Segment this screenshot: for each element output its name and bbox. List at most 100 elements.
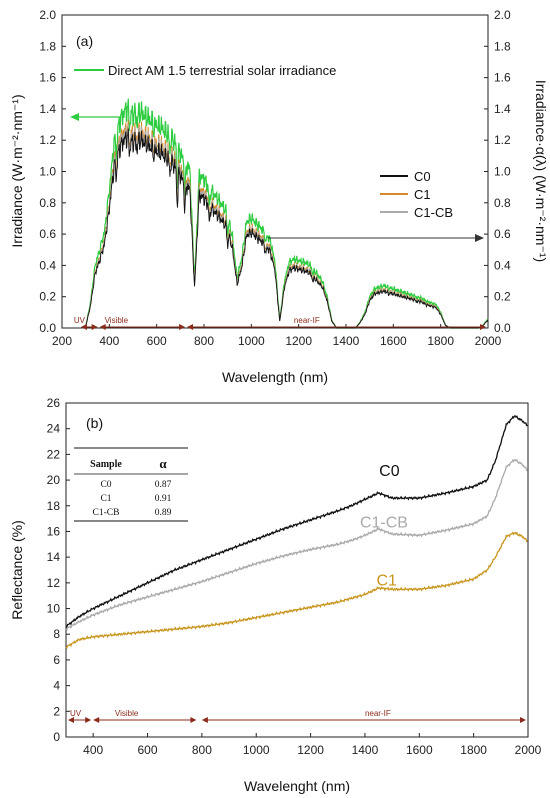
x-tick-label: 1200 <box>297 743 324 757</box>
region-label: Visible <box>105 316 129 325</box>
panel-a-right-arrow <box>268 234 484 242</box>
y-tick-label-left: 0.0 <box>39 321 56 335</box>
y-tick-label-left: 0.8 <box>39 196 56 210</box>
region-label: near-IF <box>294 316 320 325</box>
legend-text-c1-cb: C1-CB <box>414 205 453 220</box>
y-tick-label-left: 1.4 <box>39 102 56 116</box>
series-line-c0 <box>65 415 528 629</box>
region-label: UV <box>70 709 82 718</box>
y-tick-label: 20 <box>47 473 61 487</box>
y-tick-label-left: 0.2 <box>39 290 56 304</box>
alpha-table: Sample α C0 0.87 C1 0.91 C1-CB 0.89 <box>74 447 188 522</box>
region-arrow-right <box>480 324 486 330</box>
y-tick-label-right: 0.4 <box>494 258 511 272</box>
x-tick-label: 400 <box>83 743 103 757</box>
region-arrow-right <box>179 324 186 330</box>
y-tick-label: 10 <box>47 602 61 616</box>
region-arrow-left <box>68 717 74 723</box>
y-tick-label-left: 1.2 <box>39 133 56 147</box>
y-tick-label-left: 1.8 <box>39 39 56 53</box>
region-arrow-right <box>91 324 98 330</box>
table-header-alpha: α <box>159 456 167 471</box>
x-tick-label: 400 <box>99 334 119 348</box>
series-label-c1-cb: C1-CB <box>360 515 408 532</box>
y-tick-label: 14 <box>47 550 61 564</box>
x-tick-label: 1800 <box>460 743 487 757</box>
region-arrow-left <box>93 717 100 723</box>
region-arrow-right <box>190 717 197 723</box>
x-tick-label: 600 <box>138 743 158 757</box>
y-tick-label: 12 <box>47 576 61 590</box>
x-tick-label: 1600 <box>406 743 433 757</box>
panel-b-series <box>65 415 528 649</box>
x-tick-label: 1400 <box>333 334 360 348</box>
x-tick-label: 2000 <box>515 743 542 757</box>
y-tick-label-left: 2.0 <box>39 8 56 22</box>
x-tick-label: 1200 <box>285 334 312 348</box>
table-cell-alpha-0: 0.87 <box>155 480 172 490</box>
panel-a-series <box>80 98 489 329</box>
y-tick-label: 16 <box>47 524 61 538</box>
y-tick-label-right: 1.8 <box>494 39 511 53</box>
x-tick-label: 1600 <box>380 334 407 348</box>
region-label: near-IF <box>365 709 391 718</box>
table-cell-sample-2: C1-CB <box>93 508 120 518</box>
table-cell-alpha-1: 0.91 <box>155 494 172 504</box>
x-tick-label: 800 <box>192 743 212 757</box>
table-cell-alpha-2: 0.89 <box>155 508 172 518</box>
panel-b-regions: UV Visible near-IF <box>68 709 526 723</box>
y-tick-label: 4 <box>53 679 60 693</box>
panel-a-y-ticks-left: 0.0 0.2 0.4 0.6 0.8 1.0 1.2 1.4 1.6 1.8 2.0 <box>39 8 66 335</box>
series-line-c1-cb <box>80 123 489 329</box>
region-arrow-left <box>99 324 106 330</box>
legend-text-c0: C0 <box>414 169 431 184</box>
panel-a-x-label: Wavelength (nm) <box>222 369 328 385</box>
x-tick-label: 1800 <box>427 334 454 348</box>
panel-b: 400 600 800 1000 1200 1400 1600 1800 2000 024681… <box>9 396 542 794</box>
y-tick-label: 26 <box>47 396 61 410</box>
y-tick-label-right: 2.0 <box>494 8 511 22</box>
y-tick-label-right: 0.0 <box>494 321 511 335</box>
x-tick-label: 1400 <box>352 743 379 757</box>
y-tick-label: 6 <box>53 653 60 667</box>
table-header-sample: Sample <box>90 459 122 470</box>
y-tick-label: 24 <box>47 422 61 436</box>
panel-a-y-label-left: Irradiance (W·m⁻²·nm⁻¹) <box>9 94 25 247</box>
y-tick-label-right: 1.6 <box>494 71 511 85</box>
panel-a-left-arrow <box>70 113 120 121</box>
x-tick-label: 800 <box>194 334 214 348</box>
y-tick-label: 22 <box>47 447 61 461</box>
y-tick-label-right: 0.2 <box>494 290 511 304</box>
panel-b-y-label: Reflectance (%) <box>9 520 25 620</box>
x-tick-label: 1000 <box>238 334 265 348</box>
legend-text-c1: C1 <box>414 187 431 202</box>
y-tick-label-left: 0.4 <box>39 258 56 272</box>
y-tick-label-right: 1.4 <box>494 102 511 116</box>
y-tick-label: 0 <box>53 730 60 744</box>
series-line-c1 <box>65 531 528 649</box>
y-tick-label: 18 <box>47 499 61 513</box>
series-line-c0 <box>80 128 489 329</box>
panel-a-regions: UV Visible near-IF <box>74 316 486 330</box>
series-label-c0: C0 <box>379 463 400 480</box>
y-tick-label-right: 1.2 <box>494 133 511 147</box>
table-cell-sample-0: C0 <box>100 480 111 490</box>
panel-a: 200 400 600 800 1000 1200 1400 1600 1800 2000 0.0… <box>9 8 549 385</box>
y-tick-label-right: 0.8 <box>494 196 511 210</box>
x-tick-label: 2000 <box>475 334 502 348</box>
panel-a-y-ticks-right: 0.0 0.2 0.4 0.6 0.8 1.0 1.2 1.4 1.6 1.8 2.0 <box>484 8 511 335</box>
region-arrow-left <box>187 324 194 330</box>
panel-a-letter: (a) <box>76 33 93 49</box>
series-line-c1 <box>80 119 489 329</box>
panel-b-x-label: Wavelenght (nm) <box>244 778 350 794</box>
y-tick-label-left: 1.6 <box>39 71 56 85</box>
x-tick-label: 200 <box>52 334 72 348</box>
region-arrow-right <box>520 717 526 723</box>
panel-b-letter: (b) <box>86 415 103 431</box>
y-tick-label-left: 0.6 <box>39 227 56 241</box>
region-label: UV <box>74 316 86 325</box>
panel-b-frame <box>65 402 529 738</box>
y-tick-label: 8 <box>53 627 60 641</box>
